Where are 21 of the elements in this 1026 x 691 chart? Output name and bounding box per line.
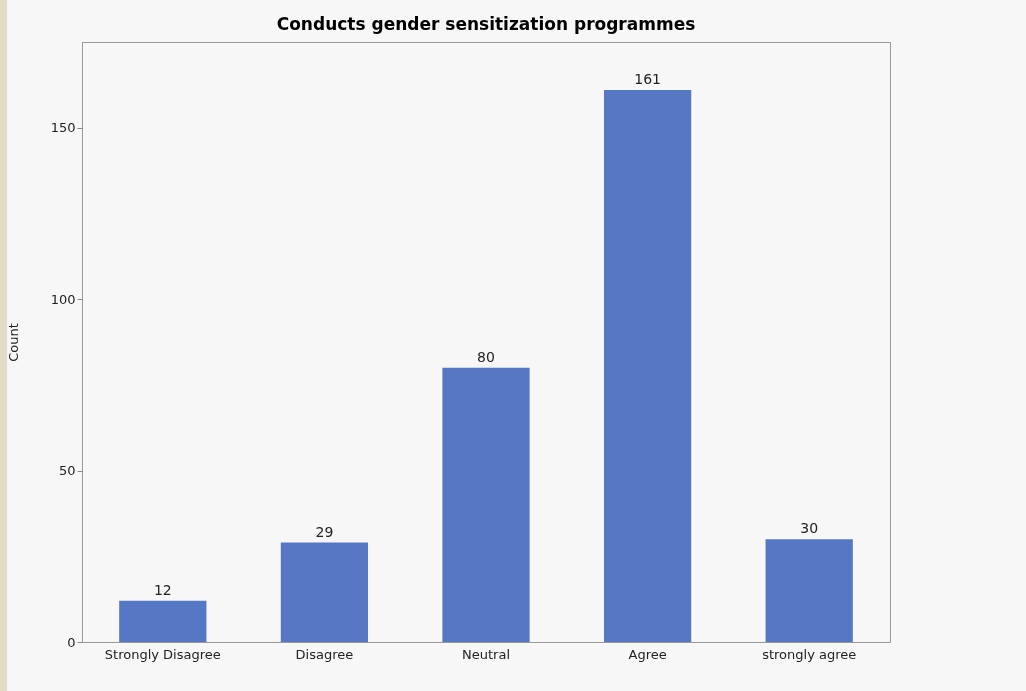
x-tick-label: Agree <box>628 646 667 662</box>
data-label: 12 <box>153 581 172 598</box>
y-axis-title: Count <box>5 323 21 362</box>
data-label: 29 <box>315 523 334 540</box>
y-tick-label: 50 <box>58 463 76 479</box>
bar <box>442 367 530 642</box>
x-tick-label: Disagree <box>295 646 354 662</box>
data-label: 80 <box>477 348 495 365</box>
bar <box>765 539 853 642</box>
data-label: 161 <box>634 71 661 87</box>
y-tick-label: 0 <box>67 634 76 650</box>
x-tick-label: strongly agree <box>762 646 857 662</box>
x-tick-label: Neutral <box>462 646 510 662</box>
y-tick-label: 100 <box>50 291 76 307</box>
y-tick-label: 150 <box>50 120 76 136</box>
bar <box>119 600 207 642</box>
data-label: 30 <box>800 520 819 537</box>
bar <box>280 542 369 642</box>
bar <box>603 90 692 642</box>
chart-title: Conducts gender sensitization programmes <box>276 14 696 34</box>
x-tick-label: Strongly Disagree <box>104 646 221 662</box>
